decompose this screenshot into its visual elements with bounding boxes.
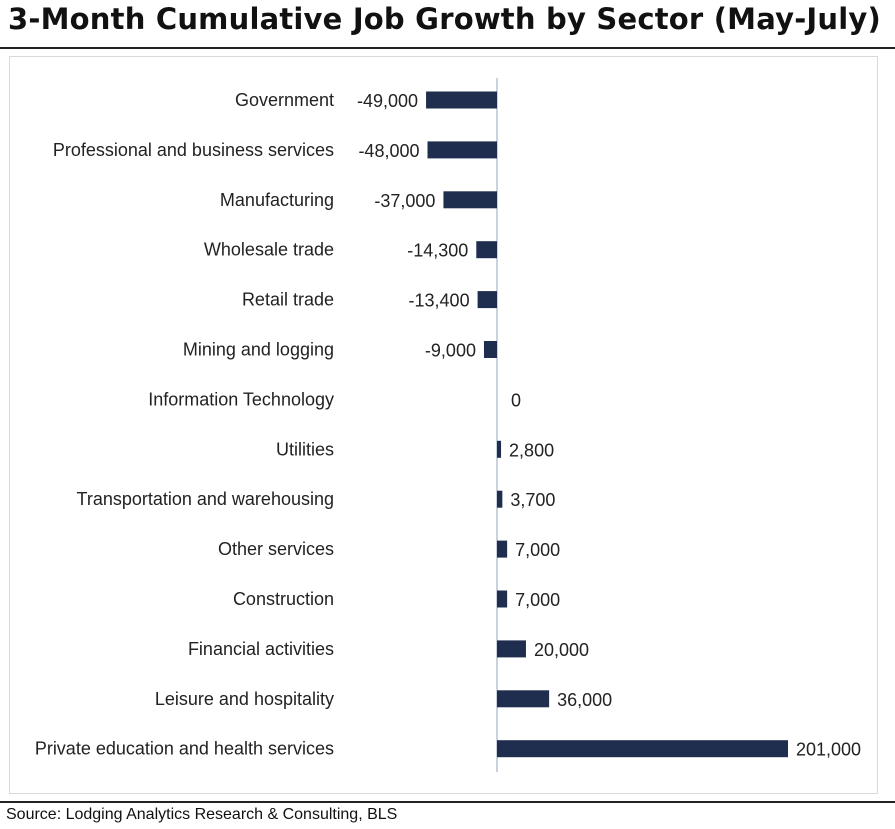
category-label-retail-trade: Retail trade	[242, 290, 334, 310]
bar-financial-activities	[497, 640, 526, 658]
category-label-information-technology: Information Technology	[148, 389, 334, 409]
data-label-retail-trade: -13,400	[409, 291, 470, 311]
data-label-leisure-and-hospitality: 36,000	[557, 690, 612, 710]
category-label-manufacturing: Manufacturing	[220, 190, 334, 210]
category-label-utilities: Utilities	[276, 439, 334, 459]
data-label-professional-and-business-services: -48,000	[358, 141, 419, 161]
data-label-private-education-and-health-services: 201,000	[796, 740, 861, 760]
bar-other-services	[497, 540, 508, 558]
data-label-information-technology: 0	[511, 390, 521, 410]
data-label-construction: 7,000	[515, 590, 560, 610]
source-note: Source: Lodging Analytics Research & Con…	[6, 806, 398, 823]
category-label-professional-and-business-services: Professional and business services	[53, 140, 334, 160]
bar-transportation-and-warehousing	[497, 490, 503, 508]
bar-manufacturing	[443, 191, 497, 209]
data-label-other-services: 7,000	[515, 540, 560, 560]
category-label-wholesale-trade: Wholesale trade	[204, 240, 334, 260]
title-divider	[0, 47, 895, 49]
data-label-manufacturing: -37,000	[374, 191, 435, 211]
data-label-transportation-and-warehousing: 3,700	[510, 490, 555, 510]
category-label-financial-activities: Financial activities	[188, 639, 334, 659]
category-label-other-services: Other services	[218, 539, 334, 559]
bar-utilities	[497, 440, 502, 458]
bar-retail-trade	[477, 291, 497, 309]
bar-government	[426, 91, 497, 109]
category-label-construction: Construction	[233, 589, 334, 609]
category-label-leisure-and-hospitality: Leisure and hospitality	[155, 689, 334, 709]
data-label-mining-and-logging: -9,000	[425, 341, 476, 361]
category-label-transportation-and-warehousing: Transportation and warehousing	[77, 489, 335, 509]
bar-mining-and-logging	[483, 341, 497, 358]
category-label-mining-and-logging: Mining and logging	[183, 340, 334, 360]
category-label-private-education-and-health-services: Private education and health services	[35, 739, 334, 759]
chart-frame	[9, 56, 878, 794]
bar-leisure-and-hospitality	[497, 690, 550, 708]
bar-professional-and-business-services	[427, 141, 497, 159]
bar-wholesale-trade	[476, 241, 497, 259]
bar-private-education-and-health-services	[497, 740, 788, 758]
footer-divider	[0, 801, 895, 803]
data-label-utilities: 2,800	[509, 440, 554, 460]
category-label-government: Government	[235, 90, 334, 110]
chart-title: 3-Month Cumulative Job Growth by Sector …	[8, 2, 881, 36]
data-label-government: -49,000	[357, 91, 418, 111]
data-label-wholesale-trade: -14,300	[407, 241, 468, 261]
data-label-financial-activities: 20,000	[534, 640, 589, 660]
bar-construction	[497, 590, 508, 608]
